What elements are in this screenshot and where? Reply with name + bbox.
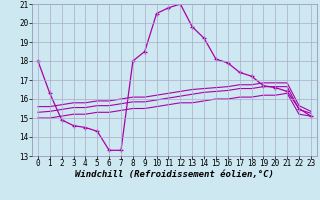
X-axis label: Windchill (Refroidissement éolien,°C): Windchill (Refroidissement éolien,°C): [75, 170, 274, 179]
